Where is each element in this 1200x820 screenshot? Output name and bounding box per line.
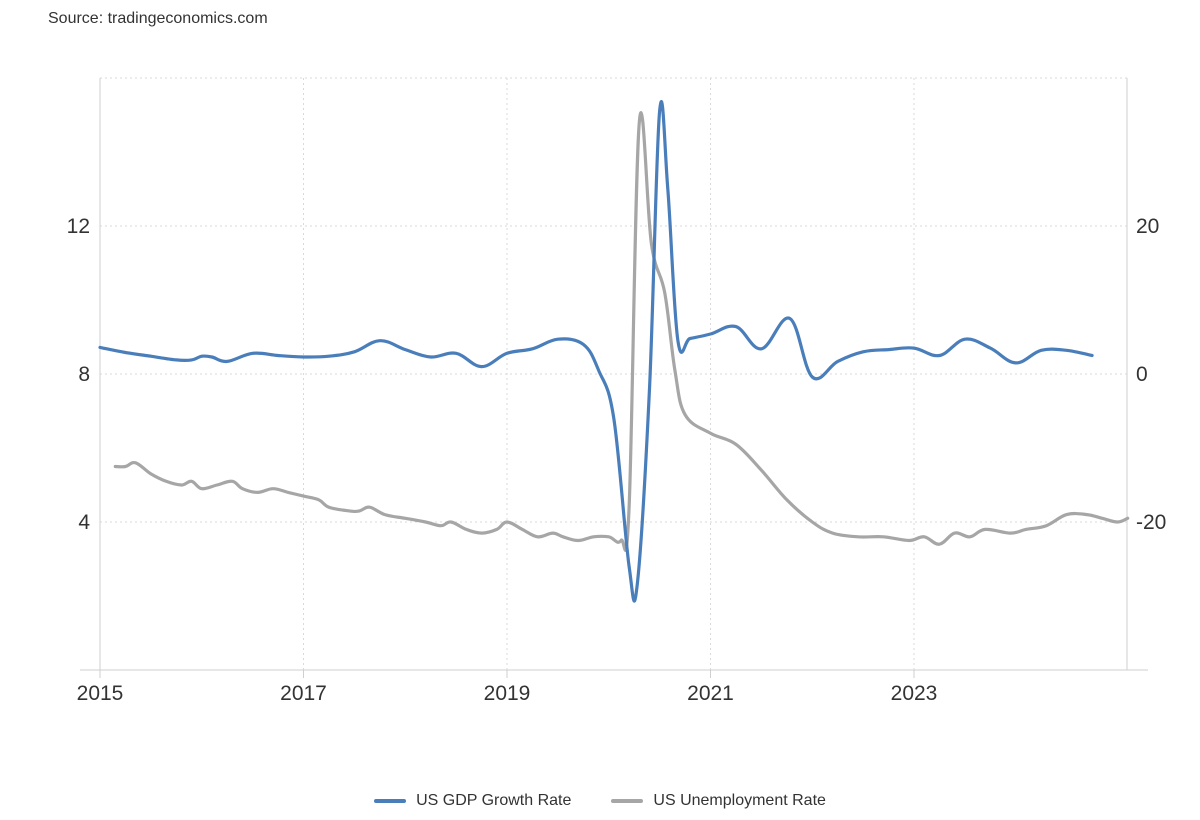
series-line-unemployment [113,111,1130,552]
right-tick-label: 20 [1136,215,1159,238]
x-tick-label: 2021 [687,682,734,705]
right-tick-label: 0 [1136,363,1148,386]
dual-axis-line-chart: 4 8 12 -20 0 20 2015 2017 2019 2021 2023 [67,77,1166,705]
source-label: Source: tradingeconomics.com [48,10,268,27]
x-tick-label: 2017 [280,682,327,705]
legend-label-unemployment: US Unemployment Rate [653,792,826,809]
axes [80,78,1148,671]
legend-label-gdp: US GDP Growth Rate [416,792,572,809]
gridlines [100,77,1127,670]
legend-item-unemployment[interactable]: US Unemployment Rate [611,792,826,810]
legend-item-gdp[interactable]: US GDP Growth Rate [374,792,571,810]
series-line-gdp-growth [98,100,1094,603]
legend-swatch-unemployment [611,799,644,803]
right-tick-label: -20 [1136,511,1166,534]
x-tick-label: 2023 [891,682,938,705]
series-lines [98,100,1130,603]
left-tick-label: 8 [78,363,90,386]
x-tick-label: 2015 [77,682,124,705]
legend: US GDP Growth Rate US Unemployment Rate [0,792,1200,810]
right-axis-ticks: -20 0 20 [1136,215,1166,534]
left-tick-label: 4 [78,511,90,534]
x-axis-ticks: 2015 2017 2019 2021 2023 [77,670,938,705]
legend-swatch-gdp [374,799,407,803]
left-axis-ticks: 4 8 12 [67,215,91,534]
left-tick-label: 12 [67,215,90,238]
x-tick-label: 2019 [484,682,531,705]
